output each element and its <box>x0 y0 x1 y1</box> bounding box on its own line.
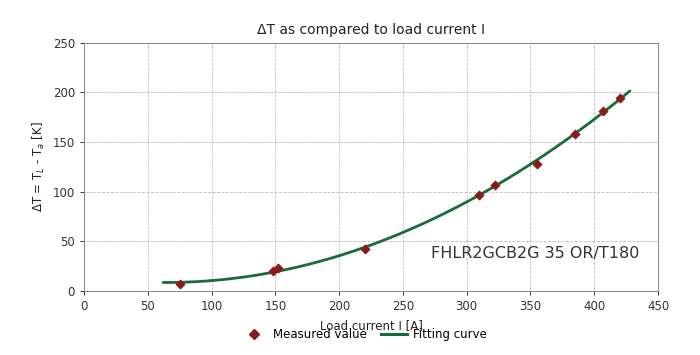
Point <box>614 95 625 101</box>
Y-axis label: $\Delta$T = T$_L$ - T$_a$ [K]: $\Delta$T = T$_L$ - T$_a$ [K] <box>31 121 47 212</box>
Legend: Measured value, Fitting curve: Measured value, Fitting curve <box>237 323 491 345</box>
Text: FHLR2GCB2G 35 OR/T180: FHLR2GCB2G 35 OR/T180 <box>431 246 639 261</box>
Point <box>489 182 500 187</box>
Point <box>359 246 370 252</box>
Point <box>598 108 609 114</box>
Point <box>174 281 186 287</box>
Title: ΔT as compared to load current I: ΔT as compared to load current I <box>257 23 485 37</box>
Point <box>267 268 279 274</box>
Point <box>570 131 581 137</box>
Point <box>531 161 542 167</box>
Point <box>474 192 485 197</box>
Point <box>272 266 284 271</box>
X-axis label: Load current I [A]: Load current I [A] <box>320 319 422 332</box>
